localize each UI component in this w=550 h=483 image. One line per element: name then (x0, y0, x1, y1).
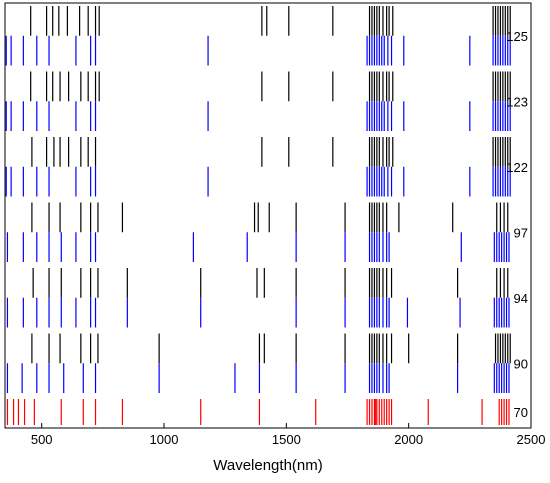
row-label: 122 (506, 160, 528, 175)
row-label: 125 (506, 29, 528, 44)
row-label: 97 (514, 225, 528, 240)
x-tick-label: 2500 (517, 432, 546, 447)
x-tick-label: 1500 (272, 432, 301, 447)
x-tick-label: 1000 (150, 432, 179, 447)
row-label: 90 (514, 356, 528, 371)
plot-frame (4, 2, 532, 429)
row-label: 70 (514, 405, 528, 420)
x-tick-label: 500 (31, 432, 53, 447)
x-axis-label: Wavelength(nm) (213, 457, 322, 474)
x-tick-label: 2000 (394, 432, 423, 447)
row-label: 94 (514, 291, 528, 306)
row-label: 123 (506, 94, 528, 109)
